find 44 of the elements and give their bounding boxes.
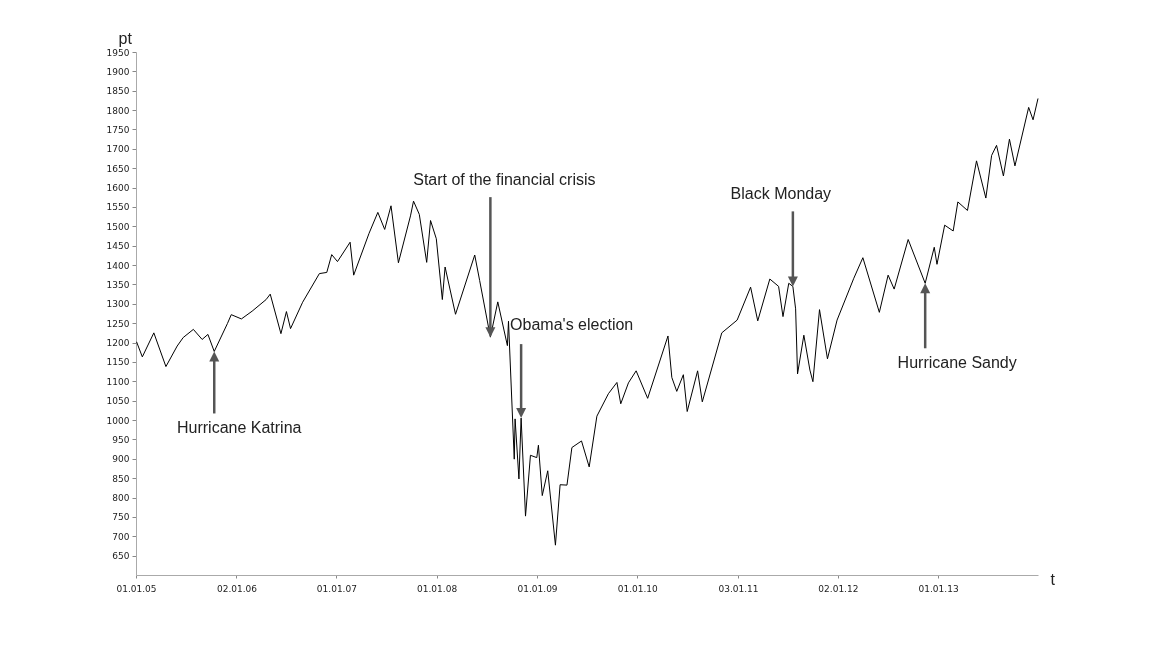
y-tick-label: 1850	[106, 86, 130, 97]
annotation: Hurricane Sandy	[897, 354, 1017, 372]
x-axis-title: t	[1050, 570, 1056, 588]
y-tick-label: 1450	[106, 241, 130, 252]
y-tick-label: 1050	[106, 396, 130, 407]
x-tick-label: 01.01.08	[417, 583, 458, 594]
y-tick-label: 900	[112, 454, 130, 465]
y-tick-label: 1550	[106, 202, 130, 213]
line-series	[136, 97, 1039, 546]
y-tick-label: 1500	[106, 221, 130, 232]
y-tick-label: 1950	[106, 47, 130, 58]
annotation: Hurricane Katrina	[176, 419, 302, 437]
y-tick-label: 1750	[106, 124, 130, 135]
y-tick-label: 1100	[106, 376, 130, 387]
y-tick-label: 800	[112, 493, 130, 504]
x-tick-label: 01.01.07	[316, 583, 357, 594]
y-tick-label: 1650	[106, 163, 130, 174]
annotation: Black Monday	[730, 185, 832, 203]
y-tick-label: 1150	[106, 357, 130, 368]
y-tick-label: 1300	[106, 299, 130, 310]
x-tick-label: 01.01.10	[617, 583, 659, 594]
y-tick-label: 700	[112, 531, 130, 542]
y-tick-label: 950	[112, 434, 130, 445]
annotation: Obama's election	[510, 316, 634, 334]
y-tick-label: 1700	[106, 144, 130, 155]
x-tick-label: 01.01.09	[517, 583, 558, 594]
y-tick-label: 1400	[106, 260, 130, 271]
y-tick-label: 1900	[106, 66, 130, 77]
y-tick-label: 1250	[106, 318, 130, 329]
y-tick-label: 1800	[106, 105, 130, 116]
x-tick-label: 02.01.06	[216, 583, 258, 594]
x-tick-label: 03.01.11	[718, 583, 759, 594]
y-axis-title: pt	[118, 29, 133, 47]
y-tick-label: 1350	[106, 279, 130, 290]
x-tick-label: 01.01.05	[116, 583, 157, 594]
y-tick-label: 1200	[106, 338, 130, 349]
y-tick-label: 650	[112, 551, 130, 562]
y-tick-label: 1000	[106, 415, 130, 426]
y-tick-label: 850	[112, 473, 130, 484]
x-tick-label: 02.01.12	[818, 583, 859, 594]
x-tick-label: 01.01.13	[918, 583, 959, 594]
annotation: Start of the financial crisis	[413, 171, 596, 189]
y-tick-label: 1600	[106, 183, 130, 194]
y-tick-label: 750	[112, 512, 130, 523]
